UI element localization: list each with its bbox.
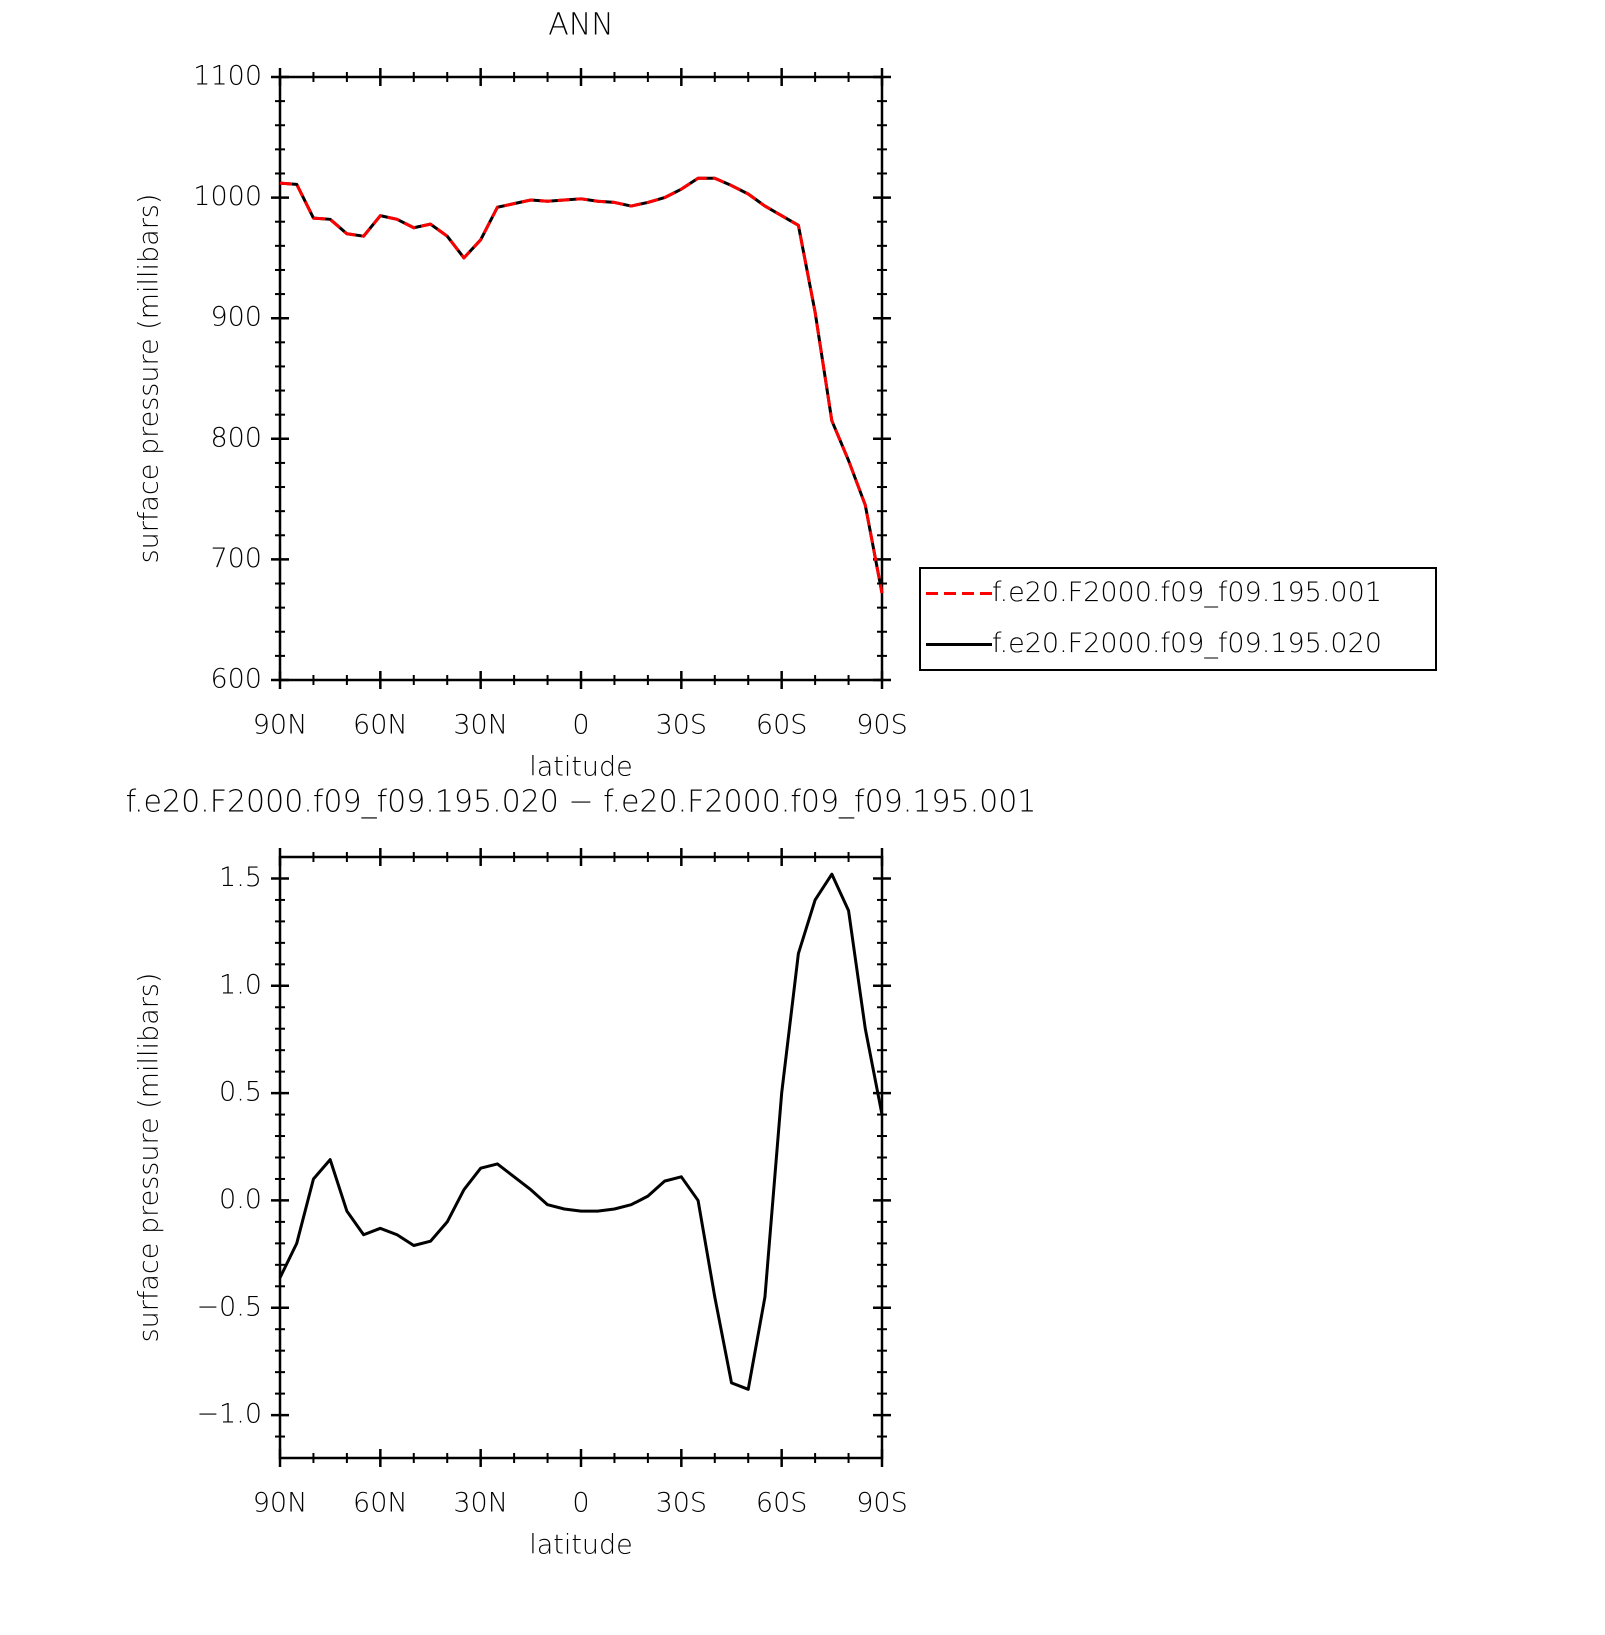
y-tick-label: 1000: [193, 181, 262, 212]
x-tick-label: 90N: [253, 710, 308, 741]
legend-label: f.e20.F2000.f09_f09.195.001: [992, 577, 1382, 608]
plot-frame: [278, 75, 884, 682]
data-line: [279, 176, 884, 594]
x-tick-label: 60N: [353, 710, 408, 741]
y-tick-label: 700: [210, 543, 262, 574]
y-tick-label: 600: [210, 664, 262, 695]
x-tick-label: 0: [572, 710, 589, 741]
x-tick-label: 90S: [856, 1488, 908, 1519]
legend-box: [919, 567, 1437, 671]
x-tick-label: 90N: [253, 1488, 308, 1519]
chart-title: f.e20.F2000.f09_f09.195.020 − f.e20.F200…: [126, 785, 1037, 820]
plot-frame: [278, 855, 884, 1460]
x-tick-label: 0: [572, 1488, 589, 1519]
x-tick-label: 60S: [756, 710, 808, 741]
x-axis-label: latitude: [529, 1530, 633, 1561]
y-tick-label: 1.0: [219, 969, 262, 1000]
legend-label: f.e20.F2000.f09_f09.195.020: [992, 628, 1382, 659]
x-tick-label: 30S: [656, 710, 708, 741]
y-tick-label: 0.0: [219, 1184, 262, 1215]
x-tick-label: 30N: [453, 710, 508, 741]
y-tick-label: 1.5: [219, 862, 262, 893]
y-tick-label: 0.5: [219, 1077, 262, 1108]
x-tick-label: 30S: [656, 1488, 708, 1519]
y-tick-label: 800: [210, 422, 262, 453]
data-line: [279, 176, 884, 594]
y-tick-label: −0.5: [196, 1291, 262, 1322]
y-axis-label: surface pressure (millibars): [134, 973, 165, 1343]
y-tick-label: −1.0: [196, 1399, 262, 1430]
y-tick-label: 1100: [193, 61, 262, 92]
x-tick-label: 60N: [353, 1488, 408, 1519]
x-tick-label: 30N: [453, 1488, 508, 1519]
x-tick-label: 60S: [756, 1488, 808, 1519]
y-tick-label: 900: [210, 302, 262, 333]
chart-title: ANN: [548, 8, 613, 43]
x-axis-label: latitude: [529, 752, 633, 783]
y-axis-label: surface pressure (millibars): [134, 194, 165, 564]
x-tick-label: 90S: [856, 710, 908, 741]
data-line: [278, 872, 884, 1391]
